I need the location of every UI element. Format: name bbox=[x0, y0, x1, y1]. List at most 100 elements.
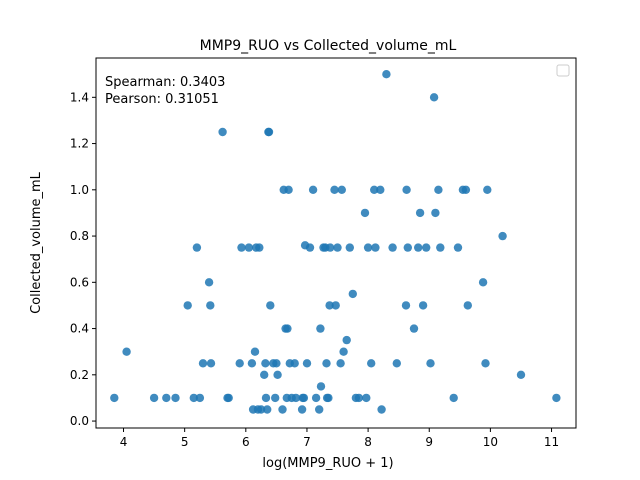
data-point bbox=[461, 185, 471, 194]
data-point bbox=[363, 243, 373, 252]
x-tick-label: 9 bbox=[425, 435, 433, 449]
y-tick-label: 0.8 bbox=[70, 229, 89, 243]
data-point bbox=[453, 243, 463, 252]
data-point bbox=[516, 370, 526, 379]
data-point bbox=[371, 243, 380, 252]
y-tick-label: 0.4 bbox=[70, 322, 89, 336]
y-tick-label: 0.6 bbox=[70, 275, 89, 289]
y-tick-label: 0.2 bbox=[70, 368, 89, 382]
y-axis: 0.0 0.2 0.4 0.6 0.8 1.0 1.2 1.4 bbox=[70, 90, 96, 428]
data-point bbox=[414, 243, 423, 252]
data-point bbox=[278, 405, 287, 414]
data-point bbox=[376, 185, 385, 194]
data-point bbox=[316, 382, 326, 391]
x-axis-label: log(MMP9_RUO + 1) bbox=[262, 456, 393, 471]
data-point bbox=[271, 393, 280, 403]
data-point bbox=[110, 393, 119, 403]
data-point bbox=[189, 393, 198, 403]
data-point bbox=[401, 301, 411, 310]
data-point bbox=[255, 243, 264, 252]
data-point bbox=[244, 243, 254, 252]
data-point bbox=[436, 243, 445, 252]
data-point bbox=[463, 301, 472, 310]
points-layer bbox=[110, 70, 561, 414]
x-tick-label: 4 bbox=[120, 435, 128, 449]
data-point bbox=[198, 359, 208, 368]
data-point bbox=[330, 185, 339, 194]
data-point bbox=[348, 289, 357, 299]
data-point bbox=[339, 347, 348, 356]
data-point bbox=[264, 127, 274, 137]
data-point bbox=[326, 243, 335, 252]
annotation-pearson: Pearson: 0.31051 bbox=[105, 92, 219, 107]
data-point bbox=[431, 208, 440, 218]
data-point bbox=[403, 243, 412, 252]
data-point bbox=[333, 243, 342, 252]
data-point bbox=[342, 335, 351, 345]
data-point bbox=[297, 405, 307, 414]
data-point bbox=[149, 393, 159, 403]
x-axis: 4 5 6 7 8 9 10 11 bbox=[120, 428, 559, 449]
data-point bbox=[183, 301, 192, 310]
data-point bbox=[481, 359, 490, 368]
data-point bbox=[388, 243, 397, 252]
y-axis-label: Collected_volume_mL bbox=[29, 171, 44, 314]
data-point bbox=[478, 278, 488, 287]
y-tick-label: 1.0 bbox=[70, 183, 89, 197]
data-point bbox=[247, 359, 257, 368]
data-point bbox=[266, 301, 275, 310]
data-point bbox=[273, 370, 282, 379]
x-tick-label: 7 bbox=[303, 435, 311, 449]
data-point bbox=[162, 393, 171, 403]
data-point bbox=[337, 185, 346, 194]
data-point bbox=[263, 405, 272, 414]
data-point bbox=[235, 359, 244, 368]
x-tick-label: 5 bbox=[181, 435, 189, 449]
y-tick-label: 1.4 bbox=[70, 90, 89, 104]
data-point bbox=[362, 393, 371, 403]
legend-box bbox=[556, 64, 570, 77]
data-point bbox=[483, 185, 492, 194]
data-point bbox=[377, 405, 386, 414]
data-point bbox=[308, 185, 318, 194]
data-point bbox=[237, 243, 246, 252]
x-tick-label: 10 bbox=[483, 435, 498, 449]
data-point bbox=[322, 359, 331, 368]
data-point bbox=[429, 93, 439, 102]
data-point bbox=[302, 359, 312, 368]
data-point bbox=[367, 359, 376, 368]
data-point bbox=[283, 324, 292, 333]
data-point bbox=[409, 324, 419, 333]
data-point bbox=[171, 393, 180, 403]
data-point bbox=[315, 405, 324, 414]
data-point bbox=[422, 243, 431, 252]
data-point bbox=[256, 405, 266, 414]
data-point bbox=[316, 324, 325, 333]
y-tick-label: 0.0 bbox=[70, 414, 89, 428]
data-point bbox=[325, 301, 334, 310]
data-point bbox=[426, 359, 435, 368]
annotation-spearman: Spearman: 0.3403 bbox=[105, 75, 225, 90]
y-tick-label: 1.2 bbox=[70, 137, 89, 151]
data-point bbox=[224, 393, 233, 403]
data-point bbox=[360, 208, 370, 218]
plot-frame bbox=[95, 57, 577, 429]
data-point bbox=[345, 243, 354, 252]
data-point bbox=[261, 359, 270, 368]
data-point bbox=[206, 359, 216, 368]
data-point bbox=[250, 347, 260, 356]
data-point bbox=[324, 393, 333, 403]
data-point bbox=[336, 359, 345, 368]
data-point bbox=[305, 243, 315, 252]
data-point bbox=[272, 359, 281, 368]
data-point bbox=[418, 301, 428, 310]
data-point bbox=[370, 185, 379, 194]
data-point bbox=[354, 393, 364, 403]
data-point bbox=[261, 393, 271, 403]
x-tick-label: 11 bbox=[544, 435, 559, 449]
data-point bbox=[284, 185, 293, 194]
data-point bbox=[434, 185, 443, 194]
data-point bbox=[218, 127, 227, 137]
data-point bbox=[299, 393, 309, 403]
